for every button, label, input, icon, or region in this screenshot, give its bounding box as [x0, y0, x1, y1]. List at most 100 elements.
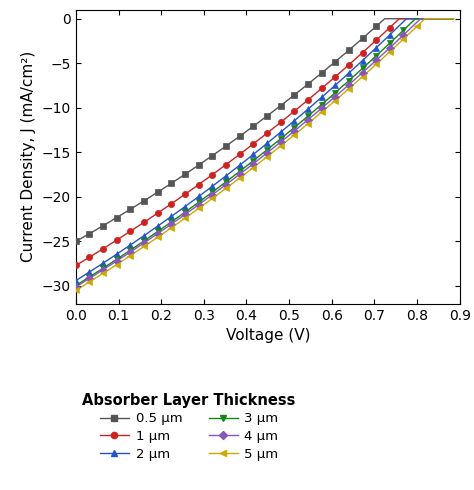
- 3 μm: [100, 265, 106, 271]
- 3 μm: [264, 147, 270, 153]
- 5 μm: [196, 205, 201, 211]
- 3 μm: [87, 274, 92, 280]
- 0.5 μm: [264, 113, 270, 119]
- 5 μm: [155, 234, 161, 240]
- 0.5 μm: [87, 231, 92, 237]
- 2 μm: [346, 70, 352, 76]
- 4 μm: [169, 221, 174, 227]
- 5 μm: [169, 225, 174, 231]
- 5 μm: [292, 132, 297, 138]
- 0.5 μm: [182, 172, 188, 177]
- 5 μm: [387, 49, 392, 55]
- Line: 5 μm: 5 μm: [73, 23, 420, 294]
- 3 μm: [401, 27, 406, 33]
- 5 μm: [114, 262, 119, 268]
- Line: 1 μm: 1 μm: [73, 24, 393, 269]
- 4 μm: [319, 105, 324, 111]
- 5 μm: [210, 196, 215, 201]
- X-axis label: Voltage (V): Voltage (V): [226, 328, 310, 343]
- 4 μm: [250, 161, 256, 167]
- 3 μm: [387, 40, 392, 46]
- 0.5 μm: [196, 162, 201, 168]
- 0.5 μm: [374, 24, 379, 29]
- 2 μm: [223, 173, 229, 179]
- 2 μm: [100, 260, 106, 266]
- 0.5 μm: [141, 198, 147, 204]
- 3 μm: [360, 66, 365, 72]
- 4 μm: [332, 94, 338, 99]
- 1 μm: [128, 228, 133, 234]
- 1 μm: [250, 141, 256, 147]
- 2 μm: [264, 141, 270, 147]
- 4 μm: [346, 82, 352, 88]
- 3 μm: [237, 169, 243, 174]
- 5 μm: [346, 86, 352, 92]
- 5 μm: [182, 215, 188, 221]
- 1 μm: [141, 220, 147, 225]
- 2 μm: [292, 118, 297, 124]
- 3 μm: [182, 209, 188, 215]
- 5 μm: [374, 61, 379, 67]
- 3 μm: [141, 238, 147, 244]
- 1 μm: [264, 130, 270, 136]
- 5 μm: [87, 279, 92, 285]
- 5 μm: [414, 23, 420, 29]
- 3 μm: [250, 158, 256, 164]
- 2 μm: [319, 95, 324, 100]
- 1 μm: [182, 191, 188, 197]
- Legend: 0.5 μm, 1 μm, 2 μm, 3 μm, 4 μm, 5 μm: 0.5 μm, 1 μm, 2 μm, 3 μm, 4 μm, 5 μm: [82, 392, 296, 461]
- 2 μm: [155, 223, 161, 229]
- 3 μm: [114, 256, 119, 262]
- 1 μm: [223, 162, 229, 168]
- 1 μm: [374, 37, 379, 43]
- 5 μm: [264, 154, 270, 160]
- 1 μm: [196, 182, 201, 188]
- 1 μm: [387, 24, 392, 30]
- 5 μm: [278, 143, 283, 149]
- 0.5 μm: [169, 180, 174, 186]
- 0.5 μm: [114, 215, 119, 220]
- 2 μm: [374, 45, 379, 51]
- 3 μm: [374, 53, 379, 59]
- 4 μm: [401, 32, 406, 38]
- 0.5 μm: [292, 92, 297, 98]
- 2 μm: [87, 269, 92, 275]
- 4 μm: [292, 128, 297, 134]
- 4 μm: [141, 240, 147, 246]
- 2 μm: [73, 278, 79, 284]
- 0.5 μm: [278, 103, 283, 109]
- 3 μm: [210, 189, 215, 195]
- 1 μm: [332, 74, 338, 80]
- 1 μm: [169, 201, 174, 207]
- 2 μm: [128, 242, 133, 248]
- 3 μm: [292, 124, 297, 130]
- 1 μm: [360, 49, 365, 55]
- 4 μm: [155, 231, 161, 237]
- 3 μm: [319, 101, 324, 107]
- 3 μm: [278, 136, 283, 142]
- 5 μm: [237, 175, 243, 181]
- 0.5 μm: [332, 59, 338, 65]
- 5 μm: [100, 270, 106, 276]
- 0.5 μm: [250, 123, 256, 129]
- 5 μm: [141, 244, 147, 249]
- 3 μm: [73, 283, 79, 289]
- 1 μm: [210, 172, 215, 177]
- 4 μm: [305, 117, 311, 122]
- 2 μm: [360, 58, 365, 64]
- 4 μm: [196, 202, 201, 208]
- 2 μm: [332, 82, 338, 88]
- 4 μm: [223, 182, 229, 188]
- 2 μm: [196, 194, 201, 199]
- 2 μm: [278, 129, 283, 135]
- 5 μm: [360, 74, 365, 79]
- 2 μm: [114, 251, 119, 257]
- 3 μm: [155, 228, 161, 234]
- 4 μm: [210, 192, 215, 197]
- 4 μm: [374, 57, 379, 63]
- 5 μm: [73, 288, 79, 294]
- 1 μm: [155, 210, 161, 216]
- 1 μm: [278, 120, 283, 125]
- 0.5 μm: [223, 143, 229, 149]
- 5 μm: [332, 98, 338, 103]
